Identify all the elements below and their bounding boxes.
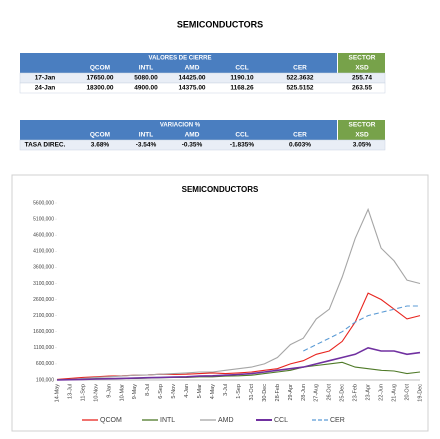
legend-label: AMD xyxy=(218,417,234,424)
x-tick-label: 28-Jun xyxy=(301,384,307,401)
x-tick-label: 23-Apr xyxy=(366,384,372,401)
x-tick-label: 13-Jul xyxy=(67,384,73,399)
y-tick-label: 3600,000 xyxy=(33,265,54,271)
column-header: QCOM xyxy=(90,65,110,72)
table-cell: -0.35% xyxy=(182,142,203,149)
x-tick-label: 22-Jun xyxy=(379,384,385,401)
series-line xyxy=(56,346,421,381)
series-line xyxy=(303,305,420,352)
column-header: XSD xyxy=(355,132,369,139)
header-band xyxy=(20,53,337,73)
x-tick-label: 10-Mar xyxy=(119,384,125,402)
table-cell: -3.54% xyxy=(136,142,157,149)
x-tick-label: 8-Jul xyxy=(145,384,151,396)
column-header: QCOM xyxy=(90,132,110,139)
x-tick-label: 4-Jan xyxy=(184,384,190,398)
table-cell: 17650.00 xyxy=(86,75,113,82)
x-tick-label: 14-May xyxy=(54,384,60,403)
y-tick-label: 2100,000 xyxy=(33,313,54,319)
legend-label: INTL xyxy=(160,417,175,424)
legend-label: QCOM xyxy=(100,417,122,424)
y-tick-label: 600,000 xyxy=(36,361,54,367)
table-cell: 525.5152 xyxy=(286,85,313,92)
x-tick-label: 21-Aug xyxy=(392,384,398,402)
table-cell: 1168.26 xyxy=(230,85,254,92)
table-cell: 255.74 xyxy=(352,75,372,82)
table-title: VARIACION % xyxy=(160,123,201,129)
x-tick-label: 31-Oct xyxy=(249,384,255,401)
header-band xyxy=(20,120,337,140)
column-header: CER xyxy=(293,132,307,139)
column-header: AMD xyxy=(185,65,200,72)
chart-title: SEMICONDUCTORS xyxy=(182,185,259,194)
table-cell: 5080.00 xyxy=(134,75,158,82)
x-tick-label: 28-Feb xyxy=(275,384,281,401)
table-cell: 24-Jan xyxy=(35,85,56,92)
x-tick-label: 9-May xyxy=(132,384,138,400)
table-cell: 0.603% xyxy=(289,142,311,149)
sector-title: SECTOR xyxy=(349,55,376,62)
x-tick-label: 30-Dec xyxy=(262,384,268,402)
x-tick-label: 23-Feb xyxy=(353,384,359,401)
legend-label: CER xyxy=(330,417,345,424)
x-tick-label: 10-Nov xyxy=(93,384,99,402)
x-tick-label: 20-Oct xyxy=(404,384,410,401)
sector-band xyxy=(338,120,385,140)
y-tick-label: 1600,000 xyxy=(33,329,54,335)
table-cell: 522.3632 xyxy=(286,75,313,82)
x-tick-label: 29-Apr xyxy=(288,384,294,401)
x-tick-label: 27-Aug xyxy=(314,384,320,402)
x-tick-label: 25-Dec xyxy=(340,384,346,402)
x-tick-label: 11-Sep xyxy=(80,384,86,401)
series-line xyxy=(56,207,421,381)
y-tick-label: 4600,000 xyxy=(33,233,54,239)
column-header: AMD xyxy=(185,132,200,139)
x-tick-label: 5-Mar xyxy=(197,384,203,399)
row-band xyxy=(19,139,386,151)
table-cell: 17-Jan xyxy=(35,75,56,82)
table-cell: TASA DIREC. xyxy=(25,142,66,149)
table-cell: 263.55 xyxy=(352,85,372,92)
x-tick-label: 4-May xyxy=(210,384,216,400)
x-tick-label: 5-Nov xyxy=(171,384,177,399)
table-cell: 14375.00 xyxy=(178,85,205,92)
x-tick-label: 26-Oct xyxy=(327,384,333,401)
y-tick-label: 5100,000 xyxy=(33,216,54,222)
table-cell: 1190.10 xyxy=(230,75,254,82)
row-band xyxy=(19,82,386,94)
y-tick-label: 5600,000 xyxy=(33,200,54,206)
column-header: CCL xyxy=(235,65,248,72)
table-cell: 18300.00 xyxy=(86,85,113,92)
table-cell: 3.05% xyxy=(353,142,372,149)
table-cell: 14425.00 xyxy=(178,75,205,82)
page-title: SEMICONDUCTORS xyxy=(177,19,263,29)
column-header: INTL xyxy=(139,65,153,72)
column-header: INTL xyxy=(139,132,153,139)
table-cell: 4900.00 xyxy=(134,85,158,92)
y-tick-label: 100,000 xyxy=(36,377,54,383)
column-header: CER xyxy=(293,65,307,72)
legend-label: CCL xyxy=(274,417,288,424)
y-tick-label: 1100,000 xyxy=(34,345,55,351)
column-header: CCL xyxy=(235,132,248,139)
y-tick-label: 4100,000 xyxy=(33,249,54,255)
y-tick-label: 3100,000 xyxy=(33,281,54,287)
table-cell: -1.835% xyxy=(230,142,254,149)
x-tick-label: 9-Jan xyxy=(106,384,112,398)
sector-band xyxy=(338,53,385,73)
chart-frame xyxy=(11,174,429,432)
table-cell: 3.68% xyxy=(91,142,110,149)
x-tick-label: 1-Sep xyxy=(236,384,242,399)
y-tick-label: 2600,000 xyxy=(33,297,54,303)
x-tick-label: 3-Jul xyxy=(223,384,229,396)
column-header: XSD xyxy=(355,65,369,72)
x-tick-label: 19-Dec xyxy=(417,384,423,402)
x-tick-label: 6-Sep xyxy=(158,384,164,399)
sector-title: SECTOR xyxy=(349,122,376,129)
table-title: VALORES DE CIERRE xyxy=(149,56,212,62)
